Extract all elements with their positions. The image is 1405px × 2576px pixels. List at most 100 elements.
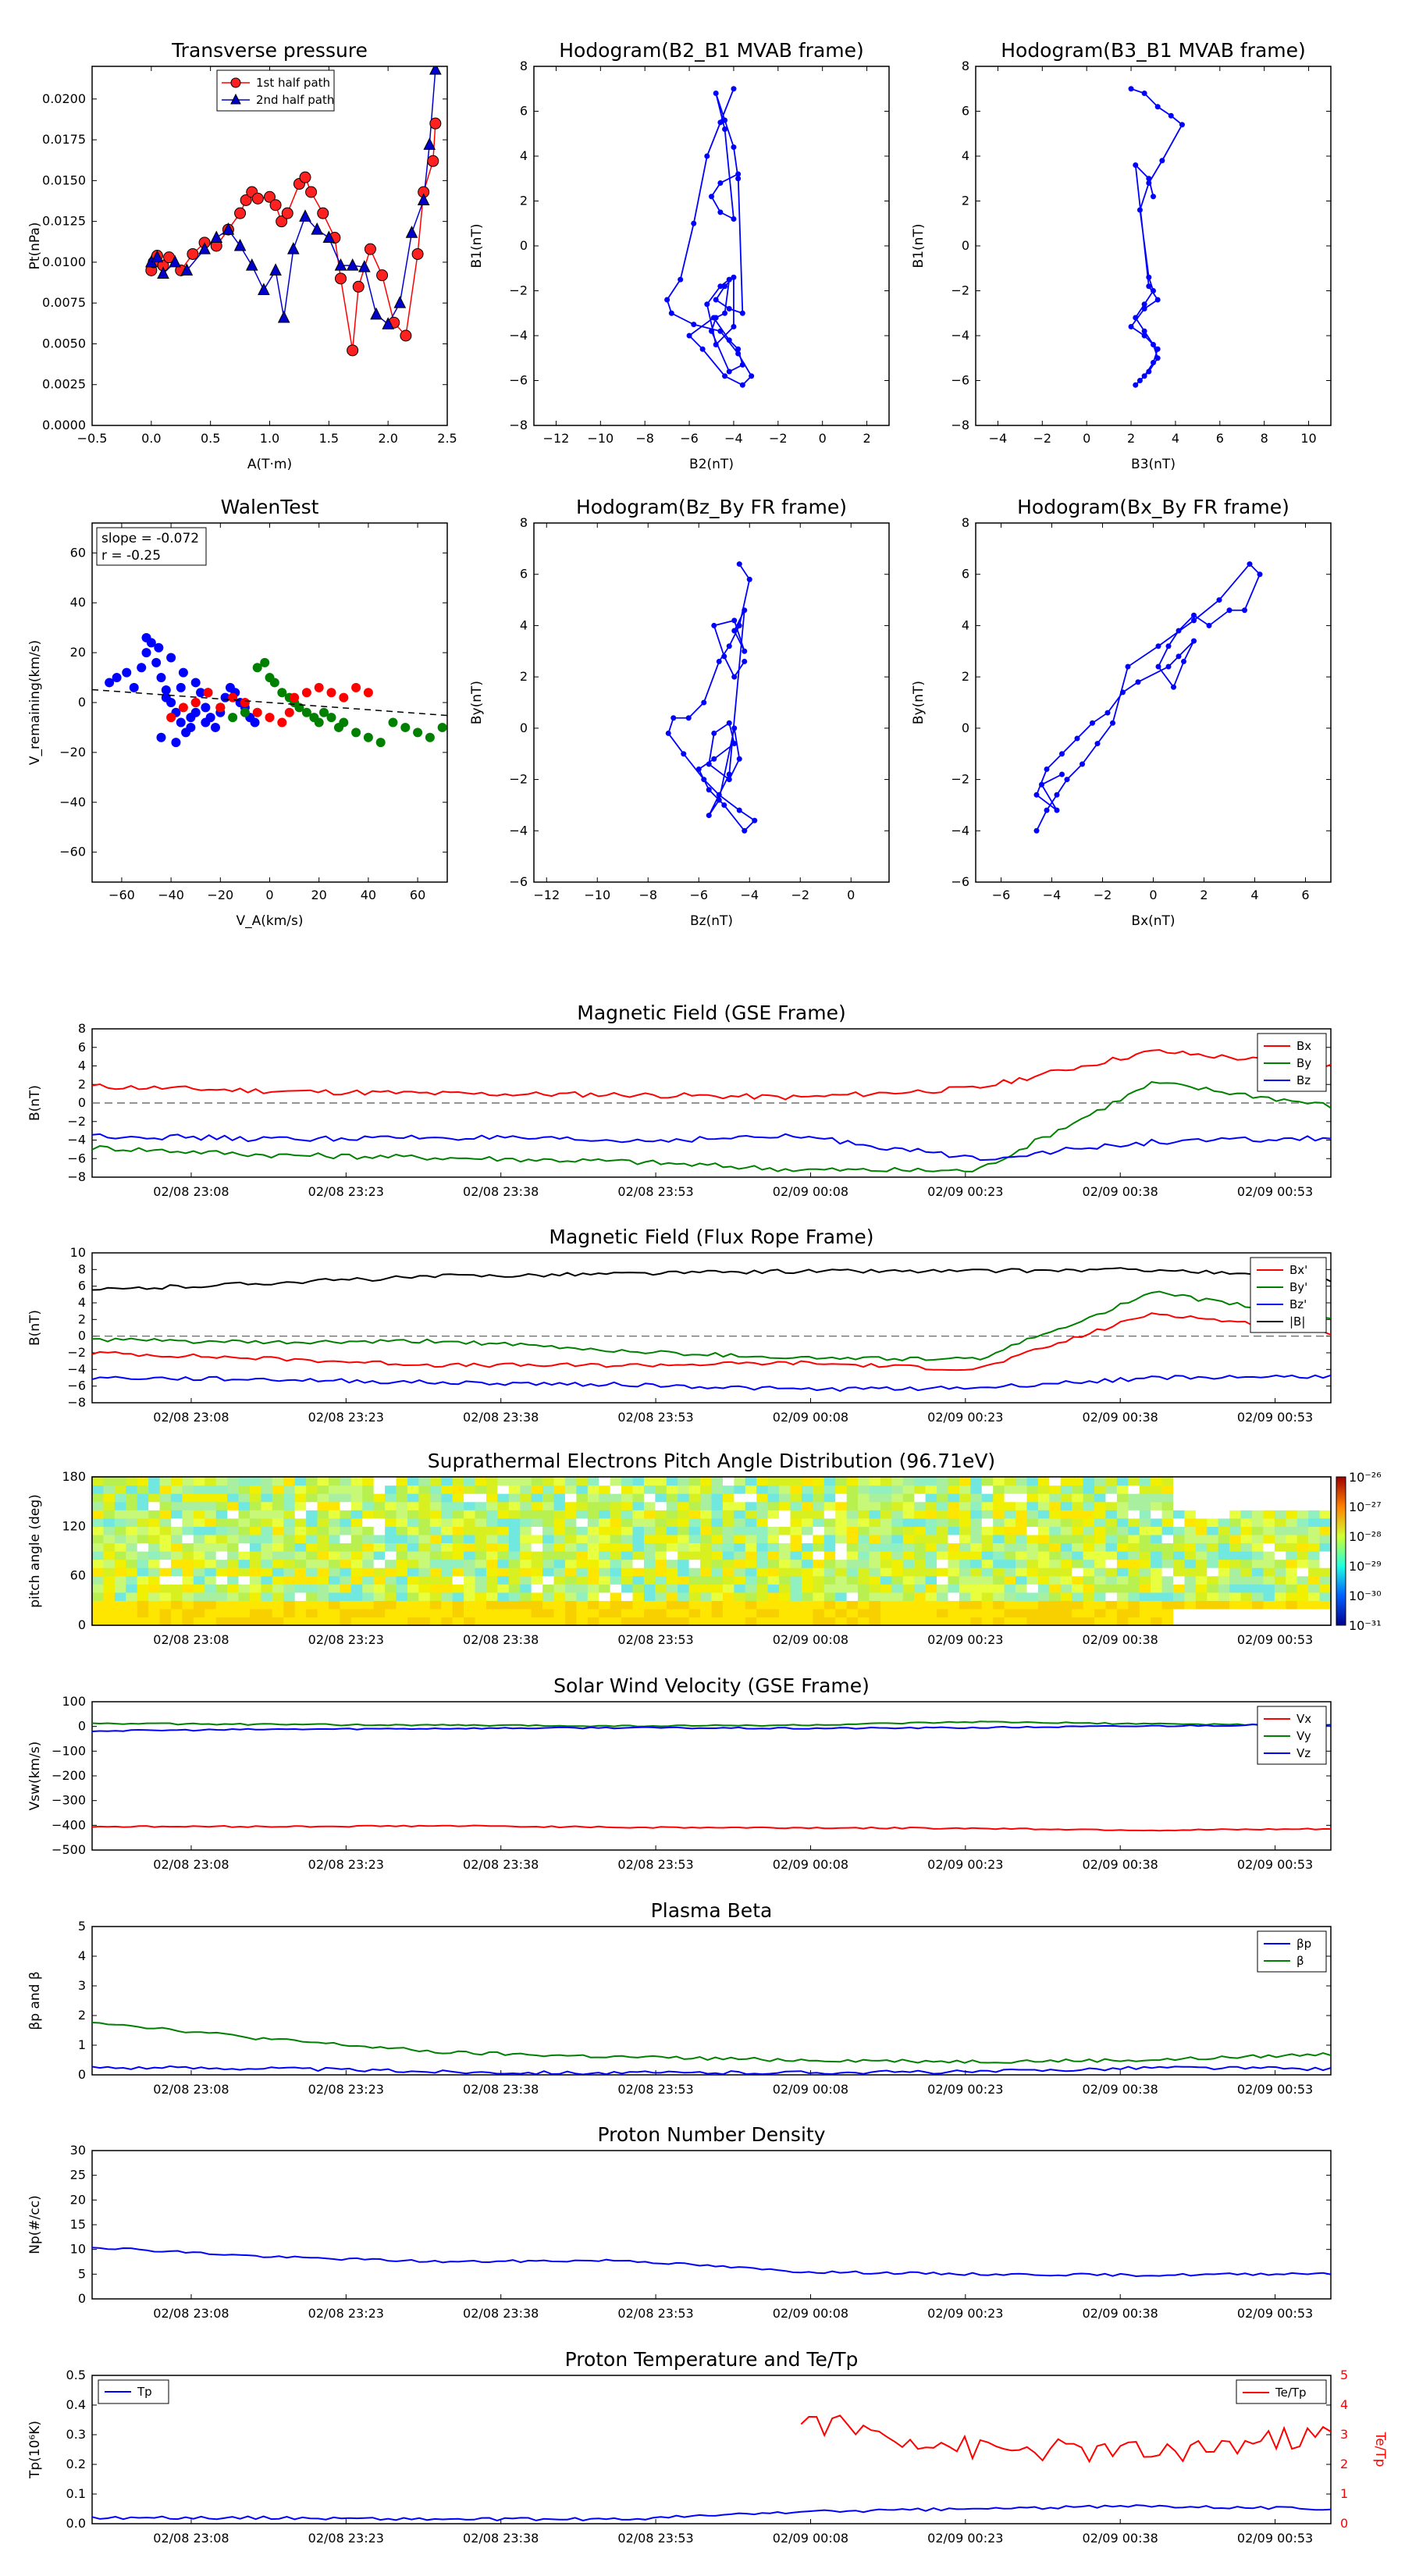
heatmap-cell: [1116, 1526, 1129, 1535]
heatmap-cell: [1060, 1542, 1072, 1552]
heatmap-cell: [1139, 1559, 1151, 1568]
heatmap-cell: [92, 1493, 105, 1503]
heatmap-cell: [350, 1534, 363, 1544]
data-point: [388, 717, 398, 728]
data-point: [1176, 628, 1182, 634]
heatmap-cell: [688, 1501, 701, 1510]
heatmap-cell: [486, 1592, 498, 1601]
heatmap-cell: [666, 1551, 678, 1560]
heatmap-cell: [925, 1534, 937, 1544]
heatmap-cell: [655, 1526, 667, 1535]
heatmap-cell: [587, 1608, 599, 1618]
heatmap-cell: [564, 1567, 577, 1577]
heatmap-cell: [340, 1617, 352, 1625]
heatmap-cell: [823, 1526, 836, 1535]
data-point: [691, 322, 697, 328]
heatmap-cell: [306, 1477, 318, 1486]
heatmap-cell: [981, 1534, 994, 1544]
heatmap-cell: [328, 1534, 340, 1544]
heatmap-cell: [1173, 1551, 1186, 1560]
heatmap-cell: [182, 1542, 194, 1552]
heatmap-cell: [891, 1559, 904, 1568]
heatmap-cell: [745, 1501, 757, 1510]
heatmap-cell: [1286, 1493, 1298, 1503]
heatmap-cell: [959, 1617, 971, 1625]
data-point: [305, 186, 318, 198]
heatmap-cell: [711, 1608, 724, 1618]
mf-xtick-label: 02/09 00:23: [927, 1410, 1003, 1425]
data-point: [156, 673, 166, 683]
heatmap-cell: [858, 1485, 870, 1494]
heatmap-cell: [272, 1542, 284, 1552]
heatmap-cell: [238, 1584, 251, 1593]
heatmap-cell: [350, 1567, 363, 1577]
heatmap-cell: [880, 1617, 892, 1625]
heatmap-cell: [655, 1501, 667, 1510]
heatmap-cell: [1308, 1485, 1321, 1494]
heatmap-cell: [678, 1493, 690, 1503]
heatmap-cell: [1286, 1501, 1298, 1510]
heatmap-cell: [858, 1592, 870, 1601]
heatmap-cell: [1037, 1551, 1050, 1560]
heatmap-cell: [767, 1567, 780, 1577]
heatmap-cell: [564, 1517, 577, 1527]
heatmap-cell: [1308, 1567, 1321, 1577]
data-point: [334, 258, 347, 271]
h3-xtick-label: −8: [638, 888, 657, 902]
data-point: [717, 209, 724, 215]
heatmap-cell: [1116, 1510, 1129, 1519]
heatmap-cell: [92, 1592, 105, 1601]
heatmap-cell: [970, 1493, 983, 1503]
heatmap-cell: [317, 1608, 329, 1618]
heatmap-cell: [587, 1559, 599, 1568]
heatmap-cell: [869, 1477, 881, 1486]
heatmap-cell: [858, 1526, 870, 1535]
h4-panel: Hodogram(Bx_By FR frame)Bx(nT)By(nT)−6 −4…: [911, 496, 1332, 929]
heatmap-cell: [137, 1600, 149, 1610]
heatmap-cell: [599, 1567, 611, 1577]
mg-xtick-label: 02/09 00:38: [1083, 1184, 1158, 1199]
heatmap-cell: [340, 1477, 352, 1486]
h2-xtick-label: −4: [989, 431, 1008, 446]
heatmap-cell: [182, 1592, 194, 1601]
heatmap-cell: [722, 1575, 735, 1585]
heatmap-cell: [272, 1567, 284, 1577]
heatmap-cell: [970, 1575, 983, 1585]
heatmap-cell: [92, 1584, 105, 1593]
heatmap-cell: [688, 1551, 701, 1560]
heatmap-cell: [813, 1559, 825, 1568]
heatmap-cell: [1151, 1575, 1163, 1585]
heatmap-cell: [1094, 1501, 1107, 1510]
heatmap-cell: [137, 1567, 149, 1577]
heatmap-cell: [238, 1551, 251, 1560]
heatmap-cell: [182, 1493, 194, 1503]
heatmap-cell: [170, 1600, 183, 1610]
data-point: [363, 688, 373, 698]
heatmap-cell: [418, 1493, 431, 1503]
heatmap-cell: [948, 1517, 960, 1527]
heatmap-cell: [587, 1517, 599, 1527]
heatmap-cell: [1274, 1526, 1286, 1535]
fit-line: [92, 688, 447, 717]
pd-ytick-label: 0: [78, 2291, 86, 2306]
heatmap-cell: [159, 1551, 172, 1560]
colorbar: [1336, 1476, 1346, 1626]
heatmap-cell: [238, 1600, 251, 1610]
data-point: [1146, 274, 1152, 280]
h1-xtick-label: −10: [587, 431, 614, 446]
heatmap-cell: [182, 1534, 194, 1544]
heatmap-cell: [1207, 1567, 1219, 1577]
heatmap-cell: [564, 1493, 577, 1503]
heatmap-cell: [779, 1584, 791, 1593]
colorbar-tick-label: 10⁻²⁹: [1349, 1559, 1382, 1574]
h2-xtick-label: 10: [1300, 431, 1316, 446]
heatmap-cell: [587, 1477, 599, 1486]
heatmap-cell: [610, 1551, 622, 1560]
heatmap-cell: [1060, 1592, 1072, 1601]
heatmap-cell: [1218, 1600, 1230, 1610]
pb-ytick-label: 2: [78, 2008, 86, 2023]
heatmap-cell: [1060, 1567, 1072, 1577]
data-point: [746, 576, 752, 582]
heatmap-cell: [813, 1526, 825, 1535]
heatmap-cell: [655, 1600, 667, 1610]
